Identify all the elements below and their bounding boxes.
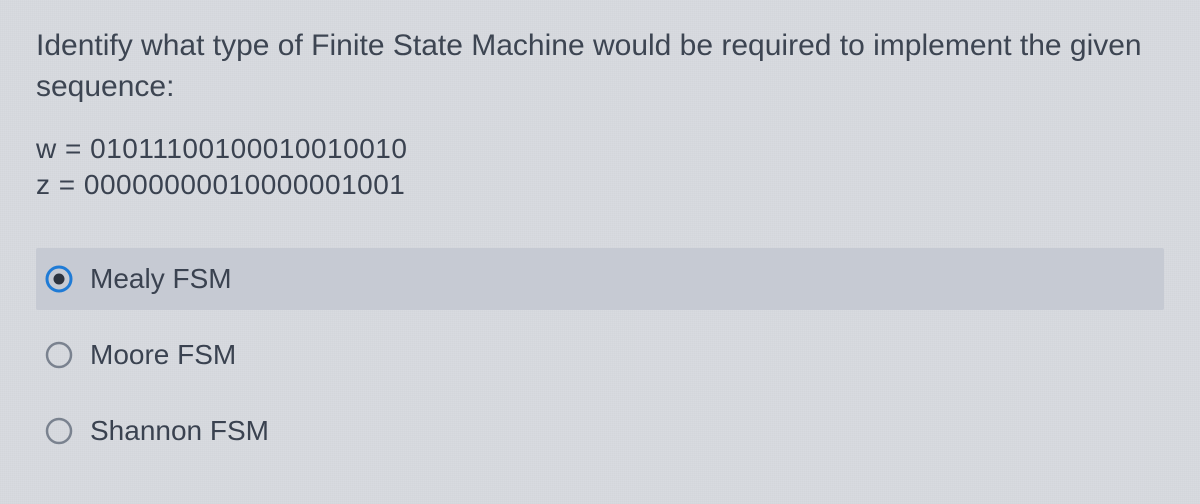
sequence-w: w = 01011100100010010010	[36, 131, 1164, 167]
question-prompt: Identify what type of Finite State Machi…	[36, 26, 1164, 107]
option-moore[interactable]: Moore FSM	[36, 324, 1164, 386]
option-label: Shannon FSM	[90, 415, 269, 447]
radio-unselected-icon	[44, 340, 74, 370]
options-group: Mealy FSM Moore FSM Shannon FSM	[36, 248, 1164, 462]
option-mealy[interactable]: Mealy FSM	[36, 248, 1164, 310]
option-shannon[interactable]: Shannon FSM	[36, 400, 1164, 462]
sequence-z: z = 00000000010000001001	[36, 167, 1164, 203]
option-label: Moore FSM	[90, 339, 236, 371]
radio-selected-icon	[44, 264, 74, 294]
option-label: Mealy FSM	[90, 263, 232, 295]
radio-unselected-icon	[44, 416, 74, 446]
